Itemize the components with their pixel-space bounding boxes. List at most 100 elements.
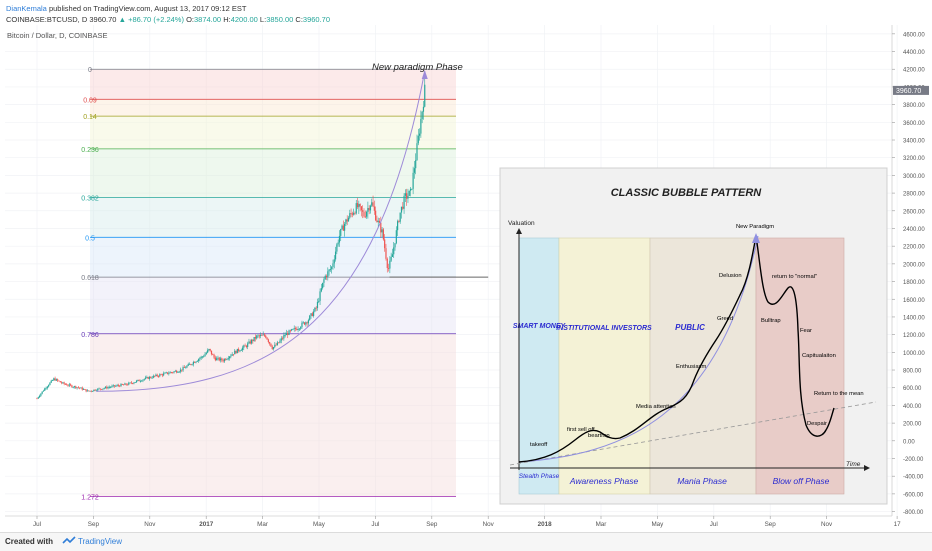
candle-body: [399, 212, 401, 222]
candle-body: [200, 356, 202, 359]
inset-x-arrow-icon: [864, 465, 870, 471]
candle-body: [134, 382, 136, 383]
candle-body: [98, 388, 100, 390]
candle-body: [57, 379, 59, 381]
candle-body: [227, 358, 229, 360]
candle-body: [110, 386, 112, 388]
candle-body: [344, 223, 346, 231]
fib-zone: [90, 237, 456, 278]
candle-body: [302, 322, 304, 324]
fib-level-label: 0.09: [83, 97, 97, 104]
ohlc-line: COINBASE:BTCUSD, D 3960.70 ▲ +86.70 (+2.…: [6, 15, 330, 24]
candle-body: [398, 221, 400, 222]
candle-body: [306, 322, 308, 324]
price-axis[interactable]: 4600.004400.004200.004000.003800.003600.…: [891, 25, 925, 516]
candle-body: [108, 387, 110, 388]
candle-body: [320, 288, 322, 292]
candle-body: [355, 203, 357, 214]
candle-body: [260, 334, 262, 336]
candle-body: [256, 335, 258, 339]
candle-body: [62, 382, 64, 384]
annot-fear: Fear: [800, 328, 812, 334]
candle-body: [210, 350, 213, 355]
annot-media-attention: Media attention: [636, 404, 676, 410]
candle-body: [253, 337, 255, 341]
candle-body: [104, 386, 107, 389]
phase-stealth-label: Stealth Phase: [519, 473, 560, 480]
candle-body: [44, 388, 46, 391]
price-tick-label: 1800.00: [903, 280, 925, 286]
candle-body: [203, 356, 205, 358]
close-label: C:: [295, 15, 303, 24]
candle-body: [262, 334, 264, 336]
candle-body: [84, 389, 86, 390]
candle-body: [185, 367, 187, 369]
candle-body: [354, 212, 356, 214]
candle-body: [166, 372, 169, 374]
candle-body: [328, 269, 330, 272]
candle-body: [272, 347, 275, 350]
candle-body: [406, 193, 408, 199]
candle-body: [75, 386, 77, 389]
inset-peak-arrow-icon: [752, 233, 760, 243]
candle-body: [102, 388, 104, 390]
time-axis[interactable]: Jul Sep Nov 2017 Mar May Jul Sep Nov 2018 Mar May Ju…: [5, 515, 901, 528]
candle-body: [129, 382, 131, 384]
fib-level-label: 0.618: [81, 275, 99, 282]
candle-body: [138, 379, 140, 382]
candle-body: [240, 350, 242, 351]
candle-body: [226, 358, 228, 360]
candle-body: [160, 374, 162, 376]
candle-body: [400, 206, 403, 213]
candle-body: [303, 322, 306, 325]
tradingview-logo-icon: [62, 536, 76, 544]
candle-body: [327, 271, 329, 277]
price-tick-label: 4600.00: [903, 32, 925, 38]
author-link[interactable]: DianKemala: [6, 4, 47, 13]
fib-zone: [90, 333, 456, 497]
price-tick-label: -800.00: [903, 510, 924, 516]
candle-body: [194, 362, 196, 363]
candle-body: [172, 372, 174, 374]
low-label: L:: [259, 15, 267, 24]
price-tick-label: 2800.00: [903, 192, 925, 198]
bubble-pattern-inset: CLASSIC BUBBLE PATTERN Stealth Phase Awa…: [499, 167, 888, 505]
fib-zone: [90, 116, 456, 149]
candle-body: [142, 379, 144, 381]
candle-body: [249, 341, 251, 344]
candle-body: [385, 248, 387, 259]
candle-body: [384, 239, 386, 249]
candle-body: [223, 359, 226, 362]
candle-body: [360, 206, 363, 211]
candle-body: [395, 230, 397, 244]
grid-lines: [5, 25, 898, 516]
candle-body: [53, 378, 55, 381]
footer-brand[interactable]: TradingView: [78, 537, 123, 546]
candle-body: [291, 329, 293, 331]
published-text: published on TradingView.com, August 13,…: [48, 4, 247, 13]
candle-body: [369, 205, 372, 211]
fibonacci-retracement[interactable]: 0 0.09 0.14 0.236 0.382 0.5 0.618 0.786 1.272: [81, 67, 456, 502]
candle-body: [301, 322, 303, 328]
candle-body: [70, 384, 72, 386]
candle-body: [281, 338, 284, 340]
exponential-curve[interactable]: [96, 70, 428, 392]
price-tick-label: 3000.00: [903, 174, 925, 180]
price-chart[interactable]: 0 0.09 0.14 0.236 0.382 0.5 0.618 0.786 1.272 Bi…: [0, 0, 932, 532]
candle-body: [340, 229, 342, 236]
candle-body: [244, 345, 246, 347]
candle-body: [113, 385, 116, 387]
candle-body: [124, 383, 126, 385]
candle-body: [174, 370, 176, 372]
candle-body: [170, 372, 173, 374]
candle-body: [337, 242, 339, 245]
instrument-title: Bitcoin / Dollar, D, COINBASE: [7, 31, 107, 40]
time-tick-label: Jul: [710, 521, 718, 528]
price-tick-label: 2400.00: [903, 227, 925, 233]
candle-body: [248, 341, 250, 344]
candle-body: [345, 219, 347, 224]
high-label: H:: [223, 15, 231, 24]
footer-created: Created with: [5, 537, 54, 546]
annot-greed: Greed: [717, 316, 733, 322]
candle-body: [338, 235, 341, 243]
